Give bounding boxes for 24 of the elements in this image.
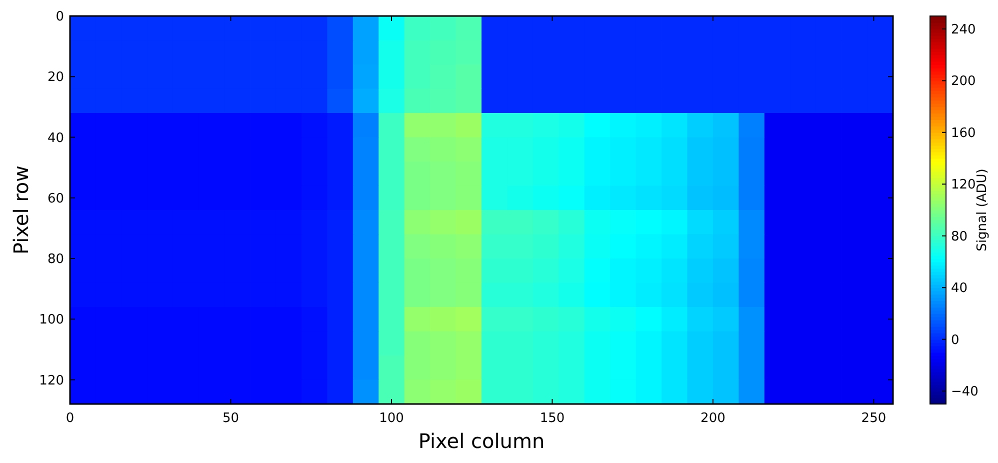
x-tick-label: 250 [861, 411, 886, 426]
color-bar-label: 40 [951, 281, 968, 296]
y-tick-label: 60 [47, 191, 64, 206]
x-tick-label: 100 [379, 411, 404, 426]
x-axis-title: Pixel column [418, 429, 545, 453]
color-bar-label: −40 [951, 384, 978, 400]
x-tick-label: 0 [66, 411, 74, 426]
color-bar-label: 120 [951, 178, 976, 193]
y-tick-label: 100 [39, 312, 64, 328]
y-tick-label: 80 [47, 252, 64, 268]
x-tick-label: 150 [540, 411, 565, 426]
color-bar-label: 200 [951, 74, 976, 90]
color-bar-label: 160 [951, 126, 976, 141]
y-axis-title: Pixel row [9, 166, 33, 254]
color-bar-label: 80 [951, 229, 968, 244]
x-tick-label: 50 [222, 411, 240, 426]
color-bar-label: 0 [951, 332, 960, 348]
x-tick-label: 200 [700, 411, 726, 426]
y-tick-label: 120 [39, 373, 64, 388]
color-bar-label: 240 [951, 22, 976, 38]
y-tick-label: 40 [47, 130, 64, 146]
color-bar-title: Signal (ADU) [975, 168, 990, 252]
y-tick-label: 0 [56, 10, 64, 25]
y-tick-label: 20 [47, 70, 64, 86]
